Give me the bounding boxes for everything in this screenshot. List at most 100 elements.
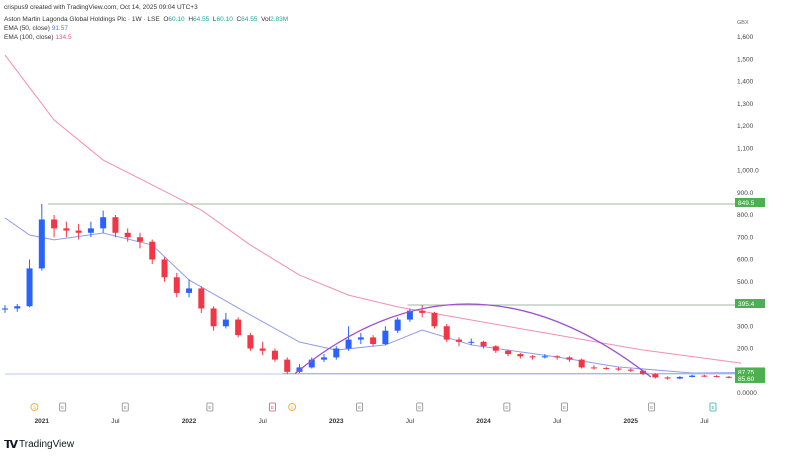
candle-body (186, 288, 193, 293)
candle-body (136, 237, 143, 242)
candle-body (357, 337, 364, 340)
symbol-legend[interactable]: Aston Martin Lagonda Global Holdings Plc… (4, 16, 288, 23)
credit-line: crispus9 created with TradingView.com, O… (4, 4, 198, 11)
x-tick-label: 2023 (329, 418, 344, 425)
low-label: L (212, 16, 217, 23)
high-label: H (188, 16, 194, 23)
candle-body (541, 356, 548, 358)
y-tick-label: 1,000.0 (737, 168, 759, 175)
ema100-line (4, 54, 742, 364)
candle-body (419, 310, 426, 313)
candle-body (590, 367, 597, 369)
level-price-tag (735, 373, 765, 383)
candle-body (259, 348, 266, 351)
earnings-event-icon (206, 402, 214, 412)
candle-body (345, 339, 352, 349)
ema100-legend[interactable]: EMA (100, close) 134.5 (4, 34, 72, 41)
candle-body (455, 339, 462, 342)
level-price-label: 395.4 (738, 301, 755, 308)
currency-label: GBX (737, 20, 749, 26)
candle-body (149, 241, 156, 260)
tradingview-logo-icon: 𝗧𝗩 (4, 439, 18, 451)
y-tick-label: 1,600 (737, 34, 754, 41)
x-tick-label: Jul (111, 418, 120, 425)
tradingview-logo[interactable]: 𝗧𝗩 TradingView (4, 438, 74, 451)
event-label: E (711, 405, 714, 410)
candle-body (554, 356, 561, 358)
ema50-line (4, 217, 742, 374)
event-label: E (358, 405, 361, 410)
close-value: 64.55 (241, 16, 258, 23)
candle-body (664, 377, 671, 379)
split-event-icon (288, 403, 297, 411)
candle-body (38, 219, 45, 269)
y-tick-label: 1,300 (737, 101, 754, 108)
ema100-label: EMA (100, close) (4, 34, 54, 41)
y-tick-label: 1,500 (737, 56, 754, 63)
y-tick-label: 600.0 (737, 257, 754, 264)
candle-body (640, 370, 647, 375)
y-tick-label: 900.0 (737, 190, 754, 197)
candle-body (689, 375, 696, 377)
candle-body (210, 308, 217, 327)
y-tick-label: 200.0 (737, 346, 754, 353)
candle-body (627, 369, 634, 371)
open-value: 60.10 (168, 16, 185, 23)
candle-body (603, 368, 610, 370)
earnings-event-icon (59, 402, 67, 412)
y-tick-label: 1,100 (737, 145, 754, 152)
candle-body (124, 232, 131, 238)
candle-body (701, 375, 708, 377)
candle-body (333, 348, 340, 358)
symbol-name: Aston Martin Lagonda Global Holdings Plc… (4, 16, 160, 23)
candle-body (161, 259, 168, 278)
x-tick-label: Jul (406, 418, 415, 425)
x-tick-label: 2021 (35, 418, 50, 425)
candle-body (308, 359, 315, 368)
ema50-value: 91.57 (51, 25, 68, 32)
volume-label: Vol (261, 16, 271, 23)
x-tick-label: Jul (553, 418, 562, 425)
event-label: E (418, 405, 421, 410)
level-price-tag (735, 367, 765, 377)
y-tick-label: 500.0 (737, 279, 754, 286)
x-tick-label: 2025 (624, 418, 639, 425)
candle-body (676, 376, 683, 379)
candle-body (406, 310, 413, 320)
y-tick-label: 800.0 (737, 212, 754, 219)
candle-body (382, 330, 389, 345)
earnings-event-icon (561, 402, 568, 412)
y-tick-label: 700.0 (737, 234, 754, 241)
candle-body (492, 346, 499, 351)
candle-body (529, 356, 536, 358)
brand-name: TradingView (19, 439, 75, 450)
candle-body (321, 357, 328, 360)
event-label: E (208, 405, 211, 410)
event-label: S (291, 405, 294, 410)
y-tick-label: 300.0 (737, 323, 754, 330)
candle-body (100, 217, 107, 229)
price-chart[interactable]: 0.0000 200.0 300.0 500.0 600.0 700.0 800.0 900.… (0, 0, 800, 430)
open-label: O (163, 16, 169, 23)
candle-body (14, 306, 21, 309)
candle-body (578, 359, 585, 368)
candle-body (2, 308, 8, 310)
event-label: E (61, 405, 64, 410)
level-price-tag (735, 197, 765, 207)
candle-body (87, 228, 94, 233)
close-label: C (236, 16, 242, 23)
ema50-legend[interactable]: EMA (50, close) 91.57 (4, 25, 68, 32)
level-price-tag (735, 299, 765, 309)
candle-body (112, 217, 119, 233)
candle-body (566, 357, 573, 360)
high-value: 64.55 (193, 16, 210, 23)
low-value: 60.10 (216, 16, 233, 23)
y-tick-label: 1,400 (737, 79, 754, 86)
earnings-event-icon (709, 402, 717, 412)
candle-body (26, 268, 33, 307)
candle-body (51, 219, 58, 229)
candle-body (247, 335, 254, 349)
candle-body (63, 228, 70, 231)
level-price-label: 87.75 (738, 369, 755, 376)
y-tick-label: 0.0000 (737, 390, 757, 397)
